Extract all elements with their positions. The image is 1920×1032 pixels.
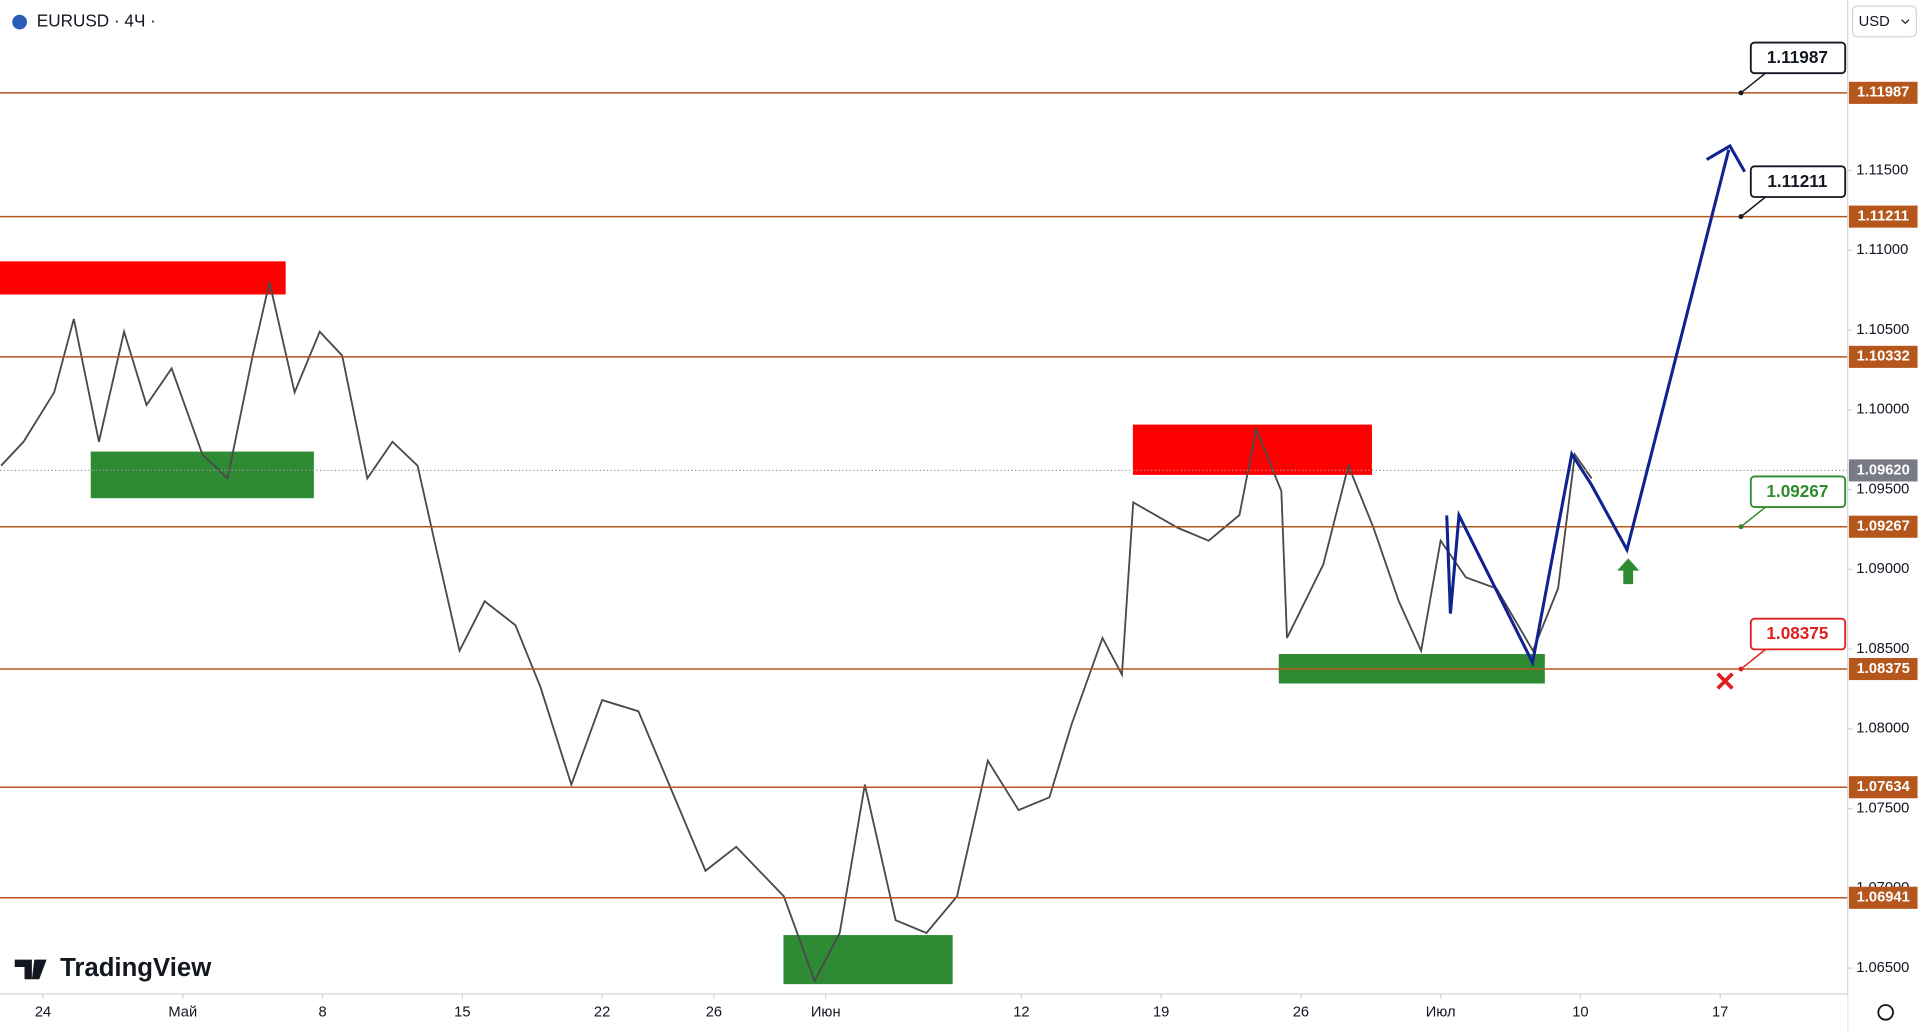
y-tick-label: 1.09500 xyxy=(1856,481,1909,497)
forecast-path xyxy=(1445,149,1731,668)
level-label: 1.06941 xyxy=(1857,890,1910,906)
y-tick-label: 1.08500 xyxy=(1856,641,1909,657)
y-tick-label: 1.11000 xyxy=(1856,242,1908,258)
callout-label: 1.08375 xyxy=(1766,623,1828,643)
level-label: 1.07634 xyxy=(1857,779,1911,795)
demand-zone xyxy=(783,935,953,985)
y-tick-label: 1.08000 xyxy=(1856,721,1909,737)
callout-box xyxy=(1749,41,1847,75)
callout-anchor xyxy=(1738,524,1744,530)
last-price-bg xyxy=(1848,459,1918,482)
forecast-arrowhead xyxy=(1705,143,1747,173)
callout-box xyxy=(1749,165,1847,198)
logo-mark xyxy=(14,959,47,980)
symbol: EURUSD · 4Ч · xyxy=(37,11,156,31)
level-label: 1.10332 xyxy=(1857,349,1910,365)
demand-zone xyxy=(90,451,314,499)
x-tick-label: Июл xyxy=(1426,1004,1456,1020)
x-tick-label: 22 xyxy=(594,1004,610,1020)
currency-select[interactable] xyxy=(1851,5,1917,38)
stop-cross xyxy=(1716,672,1734,690)
callout-leader xyxy=(1740,72,1766,94)
axes: 1.065001.070001.075001.080001.085001.090… xyxy=(35,81,1918,1020)
supply-zone xyxy=(0,261,286,295)
x-tick-label: 15 xyxy=(454,1004,470,1020)
currency[interactable]: USD xyxy=(1859,14,1890,30)
level-label-bg xyxy=(1848,345,1918,368)
y-tick-label: 1.11500 xyxy=(1856,162,1908,178)
x-tick-label: 26 xyxy=(1293,1004,1309,1020)
level-label-bg xyxy=(1848,515,1918,538)
callout-anchor xyxy=(1738,666,1744,672)
level-label-bg xyxy=(1848,657,1918,681)
buy-arrow xyxy=(1617,558,1640,585)
level-label: 1.11987 xyxy=(1857,85,1909,101)
price-line xyxy=(0,282,1593,984)
callout-box xyxy=(1749,617,1847,651)
level-label-bg xyxy=(1848,205,1918,228)
x-tick-label: Май xyxy=(168,1004,197,1020)
x-tick-label: 8 xyxy=(318,1004,326,1020)
callout-label: 1.11211 xyxy=(1767,171,1828,191)
callout-leader xyxy=(1740,196,1766,218)
level-label-bg xyxy=(1848,776,1918,799)
logo: TradingView xyxy=(60,954,212,982)
settings-button[interactable] xyxy=(1877,1004,1894,1021)
callout-anchor xyxy=(1738,214,1744,220)
x-tick-label: 10 xyxy=(1572,1004,1588,1020)
y-tick-label: 1.07500 xyxy=(1856,800,1909,816)
x-tick-label: 26 xyxy=(706,1004,722,1020)
y-tick-label: 1.10000 xyxy=(1856,402,1909,418)
x-tick-label: Июн xyxy=(811,1004,841,1020)
x-tick-label: 24 xyxy=(35,1004,51,1020)
last-price-label: 1.09620 xyxy=(1857,462,1910,478)
callout-leader xyxy=(1740,648,1766,670)
dropdown-caret xyxy=(1901,19,1910,25)
y-tick-label: 1.06500 xyxy=(1856,960,1909,976)
level-label: 1.09267 xyxy=(1857,519,1910,535)
symbol-icon xyxy=(12,14,27,30)
x-tick-label: 17 xyxy=(1712,1004,1728,1020)
x-tick-label: 12 xyxy=(1013,1004,1029,1020)
plot: 1.11987 1.11211 1.09267 1.08375 xyxy=(0,41,1848,984)
callout-leader xyxy=(1740,506,1766,528)
level-label-bg xyxy=(1848,886,1918,909)
y-tick-label: 1.09000 xyxy=(1856,561,1909,577)
level-label-bg xyxy=(1848,81,1918,104)
level-label: 1.08375 xyxy=(1857,661,1910,677)
time-axis xyxy=(0,993,1848,1032)
callout-label: 1.11987 xyxy=(1767,47,1828,67)
level-label: 1.11211 xyxy=(1857,209,1909,225)
x-tick-label: 19 xyxy=(1153,1004,1169,1020)
callout-anchor xyxy=(1738,90,1744,96)
y-tick-label: 1.10500 xyxy=(1856,322,1909,338)
callout-label: 1.09267 xyxy=(1766,481,1828,501)
callout-box xyxy=(1749,475,1847,509)
